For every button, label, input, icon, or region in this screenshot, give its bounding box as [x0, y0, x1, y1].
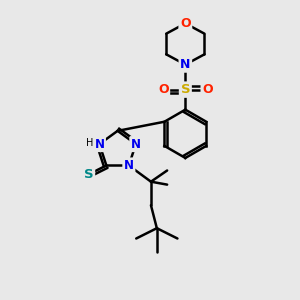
Text: S: S [181, 83, 190, 96]
Text: N: N [131, 138, 141, 151]
Text: N: N [180, 58, 190, 71]
Text: N: N [94, 138, 104, 151]
Text: N: N [124, 159, 134, 172]
Text: O: O [158, 83, 169, 96]
Text: H: H [86, 138, 94, 148]
Text: O: O [202, 83, 213, 96]
Text: O: O [180, 17, 190, 30]
Text: S: S [84, 168, 94, 181]
